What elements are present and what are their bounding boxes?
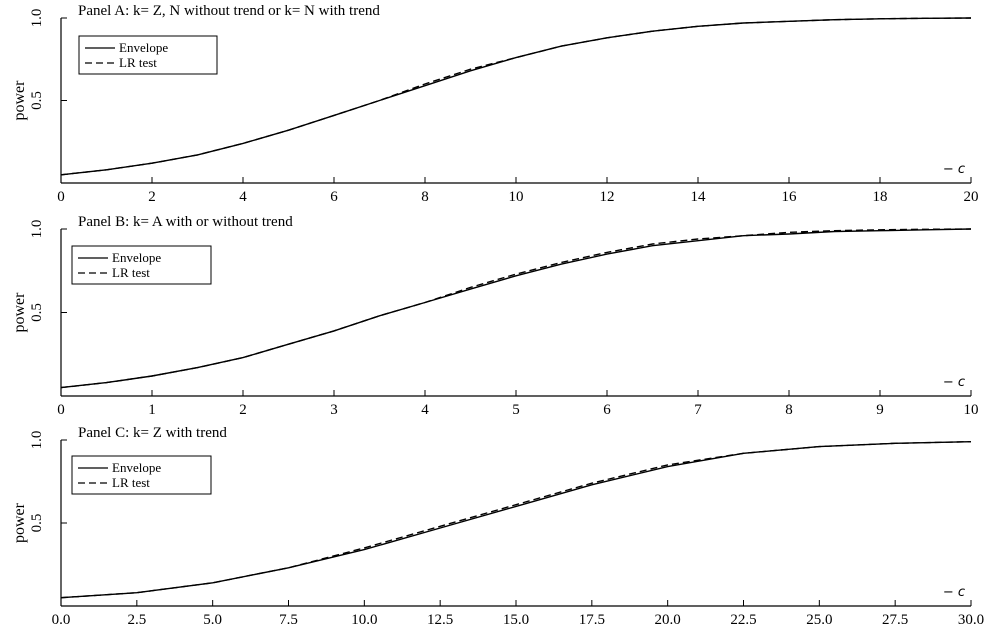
x-tick-label: 5.0 — [203, 612, 222, 628]
y-tick-label: 0.5 — [29, 91, 45, 110]
legend-box — [71, 245, 212, 285]
y-tick-label: 1.0 — [29, 220, 45, 239]
series-line-envelope — [60, 17, 972, 176]
legend-label: LR test — [112, 475, 150, 490]
panel-title: Panel A: k= Z, N without trend or k= N w… — [78, 3, 380, 19]
x-tick-label: 2 — [148, 189, 156, 205]
x-tick-label: 20.0 — [655, 612, 681, 628]
x-tick-label: 15.0 — [503, 612, 529, 628]
y-tick-label: 0.5 — [29, 514, 45, 533]
x-tick-label: 9 — [876, 402, 884, 418]
x-tick-label: 0 — [57, 189, 65, 205]
x-tick-label: 20 — [964, 189, 979, 205]
x-tick-label: 12.5 — [427, 612, 453, 628]
legend-label: Envelope — [112, 460, 161, 475]
x-tick-label: 10.0 — [351, 612, 377, 628]
panel-a: 0 2 4 6 8 10 12 14 16 18 20 0.5 1.0 power Panel A: k= … — [11, 3, 979, 205]
legend-label: Envelope — [112, 250, 161, 265]
x-tick-label: 10 — [509, 189, 524, 205]
x-tick-label: 2 — [239, 402, 247, 418]
x-tick-label: 30.0 — [958, 612, 984, 628]
x-tick-label: 7 — [694, 402, 702, 418]
panel-title: Panel C: k= Z with trend — [78, 425, 227, 441]
series-line-lr-test — [60, 441, 972, 599]
x-tick-label: 16 — [782, 189, 798, 205]
x-tick-label: 4 — [239, 189, 247, 205]
panel-title: Panel B: k= A with or without trend — [78, 214, 293, 230]
x-tick-label: 4 — [421, 402, 429, 418]
x-tick-label: 3 — [330, 402, 338, 418]
y-axis-label: power — [11, 502, 28, 543]
x-tick-label: 7.5 — [279, 612, 298, 628]
series-line-envelope — [60, 228, 972, 389]
y-tick-label: 1.0 — [29, 9, 45, 28]
axis-note: − c — [943, 585, 965, 600]
x-tick-label: 2.5 — [127, 612, 146, 628]
panel-b: 0 1 2 3 4 5 6 7 8 9 10 0.5 1.0 power Panel B: k= A wit… — [11, 214, 979, 418]
legend-label: LR test — [119, 55, 157, 70]
legend-box — [78, 35, 218, 75]
x-tick-label: 18 — [873, 189, 888, 205]
y-axis-label: power — [11, 80, 28, 121]
panel-c: 0.0 2.5 5.0 7.5 10.0 12.5 15.0 17.5 20.0 22.5 25.0… — [11, 425, 984, 628]
x-tick-label: 8 — [785, 402, 793, 418]
x-tick-label: 25.0 — [806, 612, 832, 628]
legend-box — [71, 455, 212, 495]
axis-note: − c — [943, 162, 965, 177]
x-tick-label: 6 — [603, 402, 611, 418]
x-tick-label: 8 — [421, 189, 429, 205]
y-tick-label: 0.5 — [29, 303, 45, 322]
legend-label: LR test — [112, 265, 150, 280]
y-axis-label: power — [11, 292, 28, 333]
x-tick-label: 0 — [57, 402, 65, 418]
x-tick-label: 10 — [964, 402, 979, 418]
x-tick-label: 17.5 — [579, 612, 605, 628]
x-tick-label: 6 — [330, 189, 338, 205]
x-tick-label: 1 — [148, 402, 156, 418]
x-tick-label: 5 — [512, 402, 520, 418]
x-tick-label: 0.0 — [52, 612, 71, 628]
x-tick-label: 14 — [691, 189, 707, 205]
x-tick-label: 12 — [600, 189, 615, 205]
x-tick-label: 22.5 — [730, 612, 756, 628]
axis-note: − c — [943, 375, 965, 390]
legend-label: Envelope — [119, 40, 168, 55]
x-tick-label: 27.5 — [882, 612, 908, 628]
y-tick-label: 1.0 — [29, 431, 45, 450]
